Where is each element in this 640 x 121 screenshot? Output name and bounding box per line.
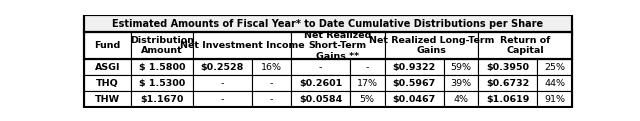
- Text: $0.9322: $0.9322: [392, 63, 436, 72]
- Text: 44%: 44%: [544, 79, 565, 88]
- Text: Net Realized Long-Term
Gains: Net Realized Long-Term Gains: [369, 36, 494, 55]
- Text: ASGI: ASGI: [95, 63, 120, 72]
- Bar: [537, 59, 572, 75]
- Text: -: -: [269, 95, 273, 104]
- Bar: [350, 59, 385, 75]
- Bar: [385, 75, 444, 91]
- Bar: [385, 91, 444, 107]
- Text: 59%: 59%: [451, 63, 472, 72]
- Bar: [291, 59, 350, 75]
- Text: Estimated Amounts of Fiscal Year* to Date Cumulative Distributions per Share: Estimated Amounts of Fiscal Year* to Dat…: [113, 19, 543, 29]
- Bar: [193, 59, 252, 75]
- Bar: [193, 32, 291, 59]
- Text: 25%: 25%: [544, 63, 565, 72]
- Text: Net Realized
Short-Term
Gains **: Net Realized Short-Term Gains **: [304, 31, 371, 60]
- Bar: [84, 59, 131, 75]
- Bar: [350, 91, 385, 107]
- Text: Return of
Capital: Return of Capital: [500, 36, 550, 55]
- Text: 17%: 17%: [356, 79, 378, 88]
- Bar: [131, 59, 193, 75]
- Bar: [291, 75, 350, 91]
- Bar: [537, 75, 572, 91]
- Bar: [84, 91, 131, 107]
- Text: $0.2528: $0.2528: [200, 63, 244, 72]
- Bar: [444, 91, 478, 107]
- Bar: [193, 75, 252, 91]
- Bar: [193, 91, 252, 107]
- Bar: [350, 75, 385, 91]
- Bar: [252, 59, 291, 75]
- Text: $0.3950: $0.3950: [486, 63, 529, 72]
- Text: Fund: Fund: [94, 41, 120, 50]
- Text: THW: THW: [95, 95, 120, 104]
- Bar: [291, 91, 350, 107]
- Bar: [478, 91, 537, 107]
- Bar: [478, 75, 537, 91]
- Bar: [444, 59, 478, 75]
- Text: Distribution
Amount: Distribution Amount: [130, 36, 194, 55]
- Text: $1.1670: $1.1670: [140, 95, 184, 104]
- Text: 91%: 91%: [544, 95, 565, 104]
- Text: -: -: [221, 95, 224, 104]
- Text: $ 1.5800: $ 1.5800: [138, 63, 185, 72]
- Text: 4%: 4%: [454, 95, 468, 104]
- Text: 5%: 5%: [360, 95, 375, 104]
- Bar: [252, 75, 291, 91]
- Bar: [252, 91, 291, 107]
- Text: $0.0584: $0.0584: [299, 95, 342, 104]
- Text: -: -: [221, 79, 224, 88]
- Text: $0.2601: $0.2601: [299, 79, 342, 88]
- Bar: [385, 32, 478, 59]
- Text: Net Investment Income: Net Investment Income: [180, 41, 304, 50]
- Text: 39%: 39%: [451, 79, 472, 88]
- Text: -: -: [319, 63, 322, 72]
- Bar: [84, 15, 572, 32]
- Bar: [537, 91, 572, 107]
- Bar: [131, 32, 193, 59]
- Text: $0.6732: $0.6732: [486, 79, 529, 88]
- Bar: [131, 91, 193, 107]
- Text: $ 1.5300: $ 1.5300: [139, 79, 185, 88]
- Bar: [478, 32, 572, 59]
- Text: $0.5967: $0.5967: [392, 79, 436, 88]
- Text: $1.0619: $1.0619: [486, 95, 529, 104]
- Bar: [84, 32, 572, 59]
- Bar: [478, 59, 537, 75]
- Bar: [84, 75, 131, 91]
- Bar: [385, 59, 444, 75]
- Text: 16%: 16%: [261, 63, 282, 72]
- Text: THQ: THQ: [96, 79, 119, 88]
- Bar: [291, 32, 385, 59]
- Text: -: -: [269, 79, 273, 88]
- Bar: [444, 75, 478, 91]
- Bar: [131, 75, 193, 91]
- Text: $0.0467: $0.0467: [392, 95, 436, 104]
- Bar: [84, 32, 131, 59]
- Text: -: -: [365, 63, 369, 72]
